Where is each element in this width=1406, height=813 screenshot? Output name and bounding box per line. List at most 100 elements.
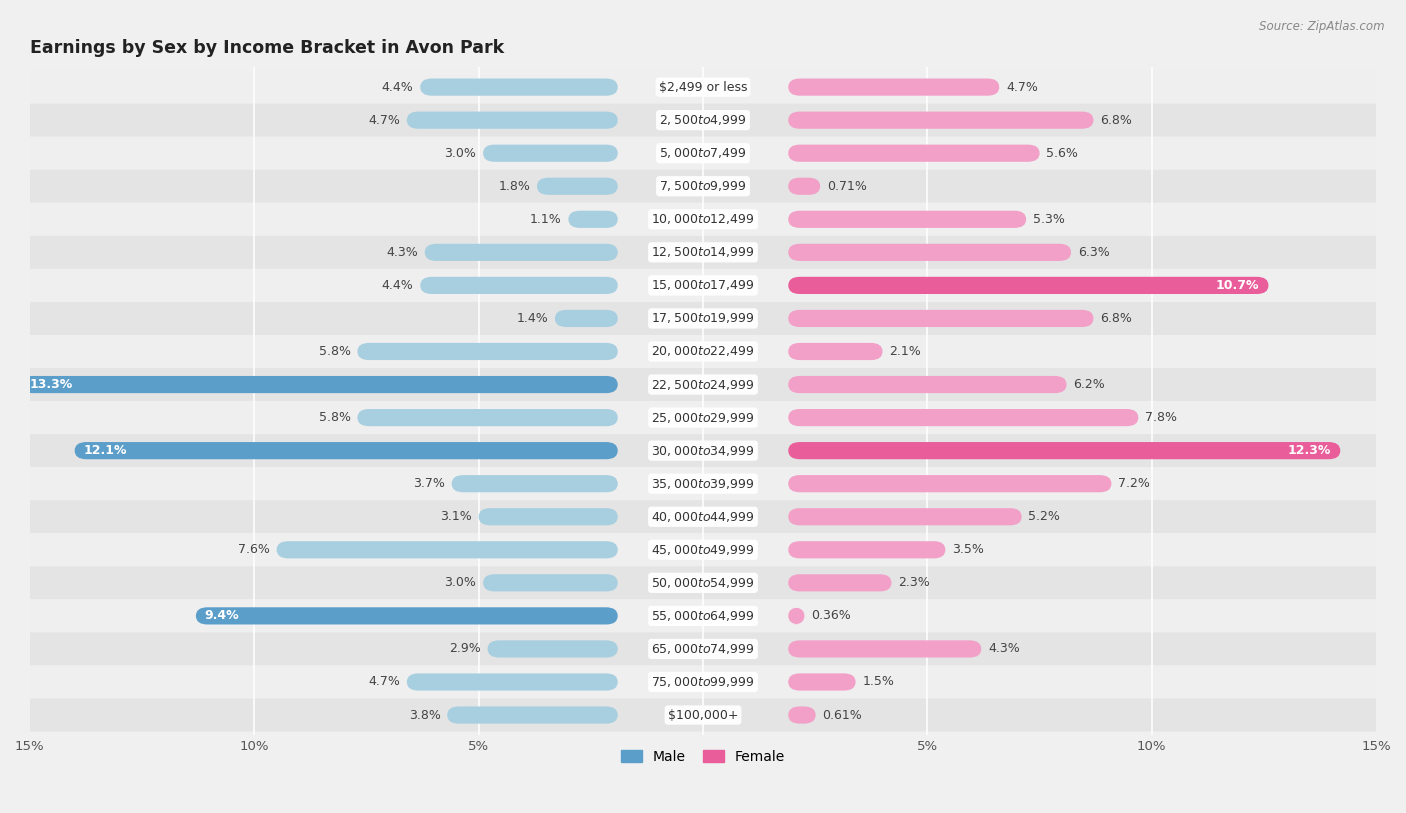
FancyBboxPatch shape bbox=[30, 599, 1376, 633]
FancyBboxPatch shape bbox=[537, 178, 617, 195]
FancyBboxPatch shape bbox=[30, 170, 1376, 202]
Text: 3.8%: 3.8% bbox=[409, 709, 440, 721]
Text: 3.0%: 3.0% bbox=[444, 576, 477, 589]
FancyBboxPatch shape bbox=[30, 71, 1376, 103]
Text: 4.4%: 4.4% bbox=[382, 80, 413, 93]
Text: 5.2%: 5.2% bbox=[1028, 511, 1060, 524]
FancyBboxPatch shape bbox=[789, 343, 883, 360]
Text: 12.1%: 12.1% bbox=[84, 444, 127, 457]
FancyBboxPatch shape bbox=[789, 574, 891, 591]
Text: 7.8%: 7.8% bbox=[1144, 411, 1177, 424]
FancyBboxPatch shape bbox=[789, 145, 1039, 162]
FancyBboxPatch shape bbox=[789, 276, 1268, 294]
Text: 6.8%: 6.8% bbox=[1099, 114, 1132, 127]
FancyBboxPatch shape bbox=[30, 567, 1376, 599]
FancyBboxPatch shape bbox=[484, 574, 617, 591]
Text: $35,000 to $39,999: $35,000 to $39,999 bbox=[651, 476, 755, 491]
FancyBboxPatch shape bbox=[789, 641, 981, 658]
Text: 2.9%: 2.9% bbox=[449, 642, 481, 655]
Text: 0.71%: 0.71% bbox=[827, 180, 866, 193]
Text: $75,000 to $99,999: $75,000 to $99,999 bbox=[651, 675, 755, 689]
Text: 13.3%: 13.3% bbox=[30, 378, 73, 391]
FancyBboxPatch shape bbox=[30, 467, 1376, 500]
Text: 1.8%: 1.8% bbox=[498, 180, 530, 193]
FancyBboxPatch shape bbox=[568, 211, 617, 228]
FancyBboxPatch shape bbox=[789, 376, 1067, 393]
Text: $65,000 to $74,999: $65,000 to $74,999 bbox=[651, 642, 755, 656]
Text: $20,000 to $22,499: $20,000 to $22,499 bbox=[651, 345, 755, 359]
Text: $55,000 to $64,999: $55,000 to $64,999 bbox=[651, 609, 755, 623]
FancyBboxPatch shape bbox=[789, 673, 856, 690]
Text: 0.61%: 0.61% bbox=[823, 709, 862, 721]
FancyBboxPatch shape bbox=[357, 343, 617, 360]
FancyBboxPatch shape bbox=[30, 401, 1376, 434]
Text: $45,000 to $49,999: $45,000 to $49,999 bbox=[651, 543, 755, 557]
FancyBboxPatch shape bbox=[555, 310, 617, 327]
Text: 7.2%: 7.2% bbox=[1118, 477, 1150, 490]
Text: $10,000 to $12,499: $10,000 to $12,499 bbox=[651, 212, 755, 226]
Text: 6.3%: 6.3% bbox=[1078, 246, 1109, 259]
Text: $12,500 to $14,999: $12,500 to $14,999 bbox=[651, 246, 755, 259]
FancyBboxPatch shape bbox=[789, 442, 1340, 459]
Text: 2.1%: 2.1% bbox=[889, 345, 921, 358]
Text: 10.7%: 10.7% bbox=[1216, 279, 1260, 292]
Text: $2,499 or less: $2,499 or less bbox=[659, 80, 747, 93]
Text: $50,000 to $54,999: $50,000 to $54,999 bbox=[651, 576, 755, 590]
FancyBboxPatch shape bbox=[406, 111, 617, 128]
FancyBboxPatch shape bbox=[789, 310, 1094, 327]
Text: 9.4%: 9.4% bbox=[205, 610, 239, 623]
Text: 5.6%: 5.6% bbox=[1046, 146, 1078, 159]
Text: 4.4%: 4.4% bbox=[382, 279, 413, 292]
FancyBboxPatch shape bbox=[30, 103, 1376, 137]
FancyBboxPatch shape bbox=[789, 409, 1139, 426]
Text: 1.5%: 1.5% bbox=[862, 676, 894, 689]
FancyBboxPatch shape bbox=[789, 475, 1111, 493]
FancyBboxPatch shape bbox=[488, 641, 617, 658]
Legend: Male, Female: Male, Female bbox=[617, 746, 789, 768]
Text: $100,000+: $100,000+ bbox=[668, 709, 738, 721]
FancyBboxPatch shape bbox=[789, 111, 1094, 128]
Text: 3.7%: 3.7% bbox=[413, 477, 444, 490]
Text: 2.3%: 2.3% bbox=[898, 576, 929, 589]
Text: 3.5%: 3.5% bbox=[952, 543, 984, 556]
Text: $22,500 to $24,999: $22,500 to $24,999 bbox=[651, 377, 755, 392]
FancyBboxPatch shape bbox=[789, 178, 820, 195]
FancyBboxPatch shape bbox=[30, 533, 1376, 567]
Text: 7.6%: 7.6% bbox=[238, 543, 270, 556]
FancyBboxPatch shape bbox=[484, 145, 617, 162]
FancyBboxPatch shape bbox=[406, 673, 617, 690]
FancyBboxPatch shape bbox=[75, 442, 617, 459]
FancyBboxPatch shape bbox=[789, 211, 1026, 228]
Text: $30,000 to $34,999: $30,000 to $34,999 bbox=[651, 444, 755, 458]
FancyBboxPatch shape bbox=[30, 236, 1376, 269]
FancyBboxPatch shape bbox=[357, 409, 617, 426]
FancyBboxPatch shape bbox=[30, 137, 1376, 170]
FancyBboxPatch shape bbox=[30, 335, 1376, 368]
FancyBboxPatch shape bbox=[30, 269, 1376, 302]
FancyBboxPatch shape bbox=[277, 541, 617, 559]
FancyBboxPatch shape bbox=[21, 376, 617, 393]
FancyBboxPatch shape bbox=[451, 475, 617, 493]
Text: 6.2%: 6.2% bbox=[1073, 378, 1105, 391]
Text: 1.4%: 1.4% bbox=[516, 312, 548, 325]
Text: $7,500 to $9,999: $7,500 to $9,999 bbox=[659, 179, 747, 193]
Text: 4.3%: 4.3% bbox=[387, 246, 418, 259]
FancyBboxPatch shape bbox=[30, 633, 1376, 666]
FancyBboxPatch shape bbox=[789, 607, 804, 624]
FancyBboxPatch shape bbox=[425, 244, 617, 261]
FancyBboxPatch shape bbox=[789, 79, 1000, 96]
FancyBboxPatch shape bbox=[447, 706, 617, 724]
FancyBboxPatch shape bbox=[30, 302, 1376, 335]
FancyBboxPatch shape bbox=[420, 79, 617, 96]
Text: $5,000 to $7,499: $5,000 to $7,499 bbox=[659, 146, 747, 160]
Text: 5.3%: 5.3% bbox=[1033, 213, 1064, 226]
Text: $40,000 to $44,999: $40,000 to $44,999 bbox=[651, 510, 755, 524]
Text: 3.1%: 3.1% bbox=[440, 511, 472, 524]
Text: 5.8%: 5.8% bbox=[319, 411, 350, 424]
Text: 4.7%: 4.7% bbox=[368, 114, 401, 127]
Text: 4.7%: 4.7% bbox=[368, 676, 401, 689]
Text: $17,500 to $19,999: $17,500 to $19,999 bbox=[651, 311, 755, 325]
Text: Source: ZipAtlas.com: Source: ZipAtlas.com bbox=[1260, 20, 1385, 33]
Text: 5.8%: 5.8% bbox=[319, 345, 350, 358]
FancyBboxPatch shape bbox=[30, 500, 1376, 533]
